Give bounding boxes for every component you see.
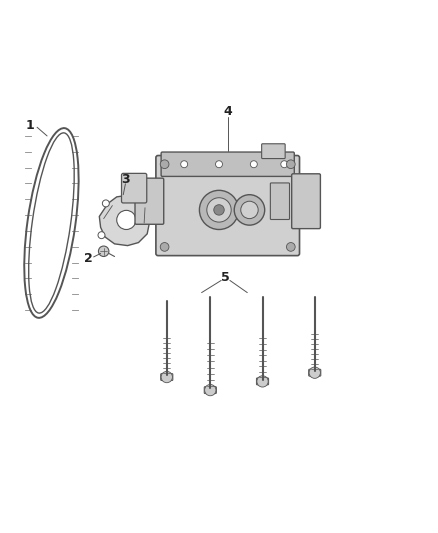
Circle shape [257, 376, 268, 387]
Circle shape [214, 205, 224, 215]
Text: 1: 1 [25, 118, 34, 132]
Circle shape [207, 198, 231, 222]
Circle shape [251, 161, 257, 168]
FancyBboxPatch shape [204, 386, 216, 393]
Circle shape [281, 161, 288, 168]
Circle shape [99, 246, 109, 256]
Circle shape [161, 372, 173, 383]
Circle shape [286, 160, 295, 168]
Text: 5: 5 [221, 271, 230, 284]
Circle shape [286, 243, 295, 251]
FancyBboxPatch shape [261, 144, 285, 158]
Circle shape [205, 384, 216, 396]
FancyBboxPatch shape [292, 174, 321, 229]
Circle shape [160, 160, 169, 168]
Circle shape [215, 161, 223, 168]
FancyBboxPatch shape [156, 156, 300, 256]
Ellipse shape [28, 133, 74, 313]
Circle shape [234, 195, 265, 225]
FancyBboxPatch shape [270, 183, 290, 220]
FancyBboxPatch shape [161, 374, 173, 381]
FancyBboxPatch shape [309, 369, 321, 376]
FancyBboxPatch shape [121, 173, 147, 203]
Text: 4: 4 [223, 106, 232, 118]
FancyBboxPatch shape [135, 178, 164, 224]
Text: 3: 3 [121, 173, 130, 186]
FancyBboxPatch shape [256, 378, 268, 385]
Circle shape [241, 201, 258, 219]
Text: 2: 2 [84, 252, 93, 265]
Polygon shape [99, 195, 149, 246]
Circle shape [160, 243, 169, 251]
FancyBboxPatch shape [161, 152, 294, 176]
Circle shape [98, 232, 105, 239]
Circle shape [181, 161, 187, 168]
Circle shape [199, 190, 239, 230]
Circle shape [102, 200, 110, 207]
Circle shape [309, 367, 321, 378]
Circle shape [117, 211, 136, 230]
